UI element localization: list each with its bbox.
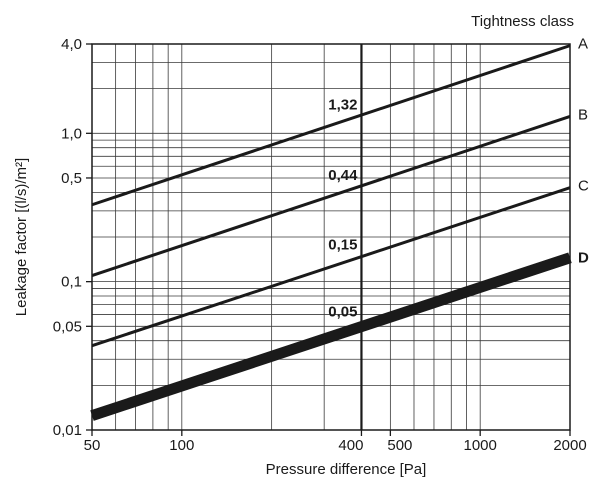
class-label-b: B xyxy=(578,106,588,123)
x-tick-label: 50 xyxy=(84,437,101,454)
y-tick-label: 0,1 xyxy=(61,274,82,291)
x-tick-label: 100 xyxy=(169,437,194,454)
class-labels: A B C D xyxy=(578,36,589,267)
tick-marks xyxy=(86,43,571,436)
plot-frame xyxy=(91,43,571,431)
class-label-c: C xyxy=(578,178,589,195)
x-tick-label: 500 xyxy=(387,437,412,454)
series-line-c xyxy=(91,186,571,348)
class-label-d: D xyxy=(578,250,589,267)
series-line-d xyxy=(90,252,572,421)
value-label-a: 1,32 xyxy=(328,96,357,113)
value-label-b: 0,44 xyxy=(328,167,358,184)
y-axis-title: Leakage factor [(l/s)/m²] xyxy=(13,158,30,316)
tick-labels: 50 100 400 500 1000 2000 0,01 0,05 0,1 0,5 1,0 4,0 xyxy=(53,36,587,454)
y-tick-label: 0,01 xyxy=(53,422,82,439)
series-group xyxy=(90,44,572,421)
x-tick-label: 2000 xyxy=(553,437,586,454)
value-label-d: 0,05 xyxy=(328,303,357,320)
series-line-b xyxy=(91,114,571,277)
y-tick-label: 0,05 xyxy=(53,318,82,335)
series-line-a xyxy=(91,44,571,207)
value-label-c: 0,15 xyxy=(328,237,357,254)
y-tick-label: 0,5 xyxy=(61,170,82,187)
y-tick-label: 1,0 xyxy=(61,125,82,142)
value-labels: 1,32 0,44 0,15 0,05 xyxy=(328,96,358,320)
legend-title: Tightness class xyxy=(471,13,574,30)
class-label-a: A xyxy=(578,36,588,53)
x-tick-label: 400 xyxy=(338,437,363,454)
y-tick-label: 4,0 xyxy=(61,36,82,53)
x-axis-title: Pressure difference [Pa] xyxy=(266,461,427,478)
x-tick-label: 1000 xyxy=(463,437,496,454)
